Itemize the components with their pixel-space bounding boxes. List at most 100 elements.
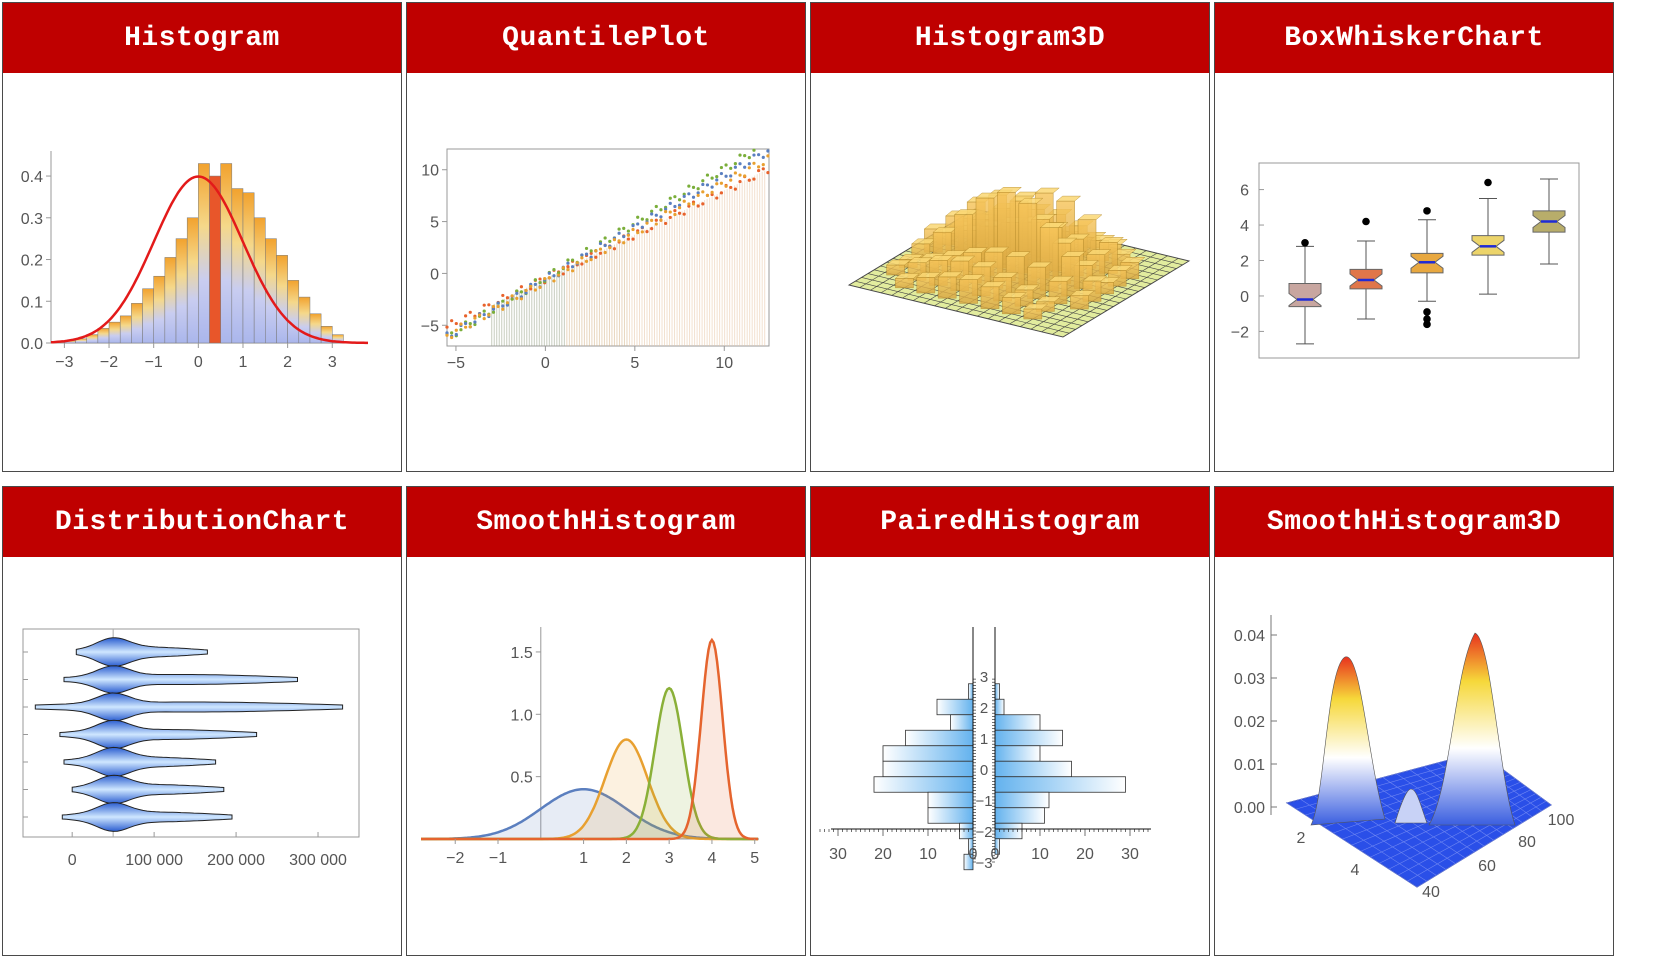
histogram3d-bar-top <box>907 257 933 263</box>
paired-bar-right <box>994 791 1050 809</box>
quantile-point <box>468 325 472 329</box>
tick-label: −2 <box>1231 324 1249 341</box>
histogram3d-bar-top <box>1035 296 1062 303</box>
tick-label: 10 <box>919 846 937 863</box>
quantile-point <box>766 149 770 153</box>
quantile-point <box>598 247 603 251</box>
quantile-point <box>482 317 486 321</box>
quantile-point <box>501 304 505 308</box>
tick-label: 200 000 <box>207 852 265 869</box>
quantile-point <box>752 153 756 157</box>
surface-peak <box>1428 632 1516 826</box>
paired-bar-right <box>994 683 1000 700</box>
tick-label: −5 <box>421 318 439 335</box>
quantile-point <box>654 218 658 222</box>
tick-label: 1.5 <box>511 645 533 662</box>
quantile-point <box>701 190 705 194</box>
histogram-bar <box>186 217 199 344</box>
histogram3d-bar-top <box>1014 284 1040 291</box>
quantile-point <box>538 281 542 285</box>
histogram3d-bar-top <box>962 247 989 253</box>
tick-label: −1 <box>975 793 992 810</box>
violin <box>75 637 208 667</box>
quantile-point <box>519 290 524 294</box>
quantile-point <box>701 202 705 206</box>
quantile-point <box>710 190 714 194</box>
quantile-point <box>687 192 691 196</box>
quantile-point <box>584 259 589 263</box>
histogram3d-bar-top <box>885 259 912 266</box>
quantile-point <box>640 217 644 221</box>
quantile-point <box>664 210 668 214</box>
quantile-point <box>673 212 677 217</box>
histogram3d-bar-top <box>1064 233 1091 240</box>
quantile-point <box>743 165 747 169</box>
quantile-point <box>491 304 496 309</box>
histogram-chart: −3 −2 −1 0 1 2 3 0.0 0.1 0.2 0.3 0.4 <box>21 151 368 371</box>
histogram-bar <box>153 275 166 344</box>
quantile-point <box>677 206 682 210</box>
quantile-point <box>482 313 486 317</box>
quantile-point <box>752 148 756 152</box>
quantile-point <box>445 333 449 337</box>
quantile-point <box>743 174 747 178</box>
tick-label: 5 <box>430 215 439 232</box>
quantile-point <box>510 294 514 298</box>
quantile-point <box>473 322 477 327</box>
quantile-point <box>515 289 519 293</box>
tick-label: 0.3 <box>21 211 43 228</box>
quantile-point <box>622 226 626 230</box>
violin <box>63 665 298 694</box>
quantile-point <box>580 253 584 257</box>
density-fill <box>421 640 759 839</box>
outlier-point <box>1423 320 1431 329</box>
violin <box>61 802 233 832</box>
histogram3d-bar <box>916 277 936 294</box>
tick-label: −3 <box>975 855 992 872</box>
tick-label: 1 <box>239 354 248 371</box>
panel-title: Histogram <box>3 3 401 73</box>
tick-label: 30 <box>829 846 847 863</box>
tick-label: 40 <box>1422 884 1440 901</box>
quantile-point <box>450 335 454 340</box>
tick-label: 3 <box>328 354 337 371</box>
quantile-point <box>482 309 486 313</box>
quantile-point <box>733 187 737 191</box>
panel-distributionchart: DistributionChart 0 100 000 200 000 300 000 <box>2 486 402 956</box>
tick-label: 2 <box>283 354 292 371</box>
quantile-point <box>705 193 710 198</box>
tick-label: 1 <box>980 731 988 748</box>
paired-bar-left <box>873 776 974 793</box>
quantile-point <box>668 215 672 220</box>
tick-label: 0.01 <box>1234 757 1265 774</box>
tick-label: −3 <box>55 354 73 371</box>
quantile-point <box>636 222 640 226</box>
tick-label: 0.02 <box>1234 714 1265 731</box>
histogram3d-bar-top <box>1005 251 1031 257</box>
quantile-point <box>491 307 496 311</box>
quantile-point <box>626 233 630 237</box>
quantile-point <box>752 177 756 181</box>
tick-label: 0.2 <box>21 253 43 270</box>
quantile-point <box>445 325 449 329</box>
histogram3d-bar-top <box>1120 257 1146 263</box>
density-fill <box>421 688 759 839</box>
quantile-point <box>729 166 733 170</box>
box <box>1288 283 1322 308</box>
quantile-point <box>626 229 630 233</box>
quantile-point <box>724 163 728 167</box>
paired-bar-right <box>994 729 1063 747</box>
quantile-point <box>598 251 603 255</box>
quantile-point <box>603 250 607 255</box>
paired-bar-right <box>994 698 1005 716</box>
quantile-point <box>454 332 458 337</box>
quantile-point <box>691 202 696 206</box>
histogram3d-bar-top <box>1069 290 1096 296</box>
quantile-point <box>729 178 733 182</box>
tick-label: 100 000 <box>125 852 183 869</box>
quantile-point <box>515 296 519 301</box>
tick-label: 3 <box>665 850 674 867</box>
quantile-point <box>552 267 556 272</box>
quantile-point <box>505 296 510 300</box>
smoothhistogram-chart: −2 −1 1 2 3 4 5 0.5 1.0 1.5 <box>421 627 759 867</box>
